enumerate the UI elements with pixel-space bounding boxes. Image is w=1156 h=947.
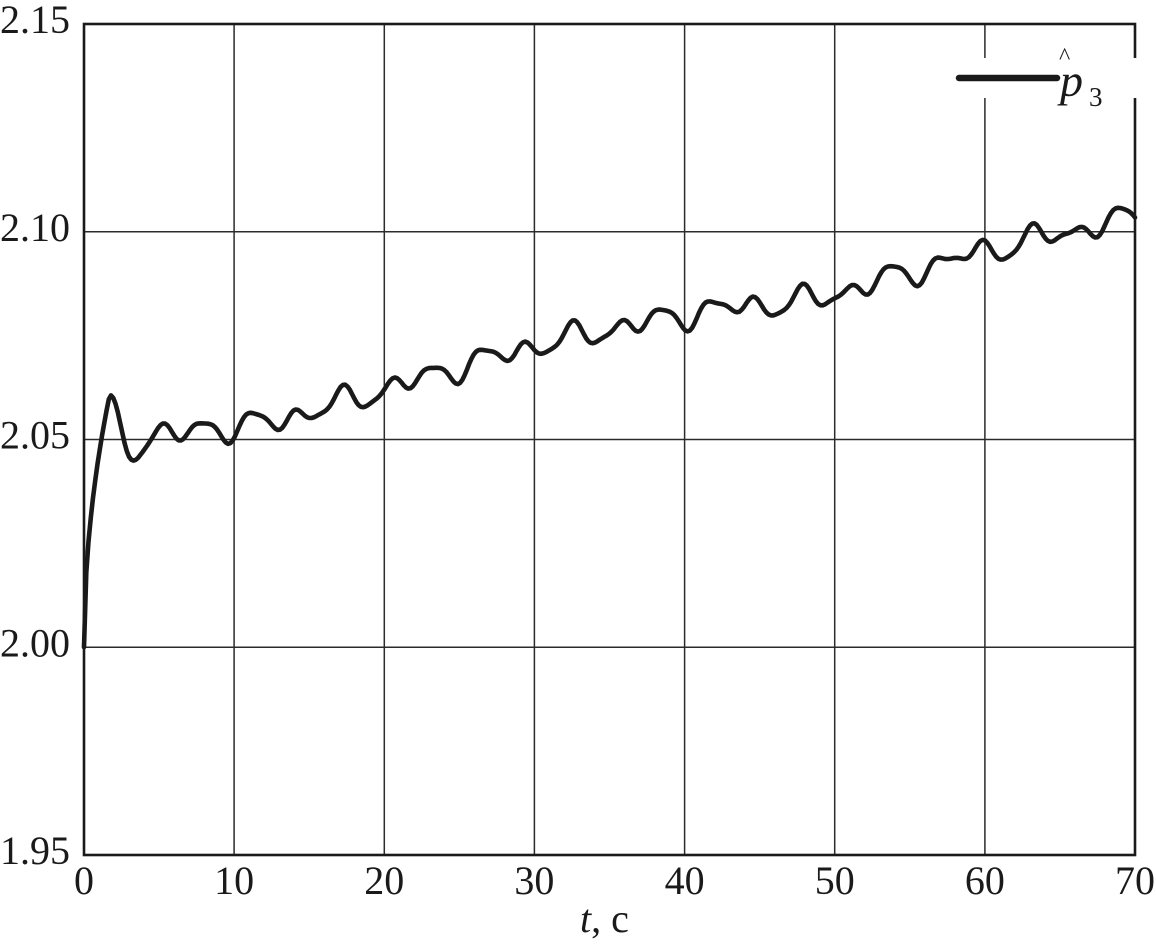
svg-text:30: 30 bbox=[514, 858, 554, 903]
svg-text:t, c: t, c bbox=[580, 896, 629, 941]
svg-text:10: 10 bbox=[214, 858, 254, 903]
svg-text:70: 70 bbox=[1115, 858, 1155, 903]
svg-text:40: 40 bbox=[665, 858, 705, 903]
svg-text:0: 0 bbox=[74, 858, 94, 903]
svg-text:50: 50 bbox=[815, 858, 855, 903]
svg-text:3: 3 bbox=[1089, 82, 1103, 112]
svg-text:2.15: 2.15 bbox=[0, 0, 70, 42]
svg-text:2.10: 2.10 bbox=[0, 205, 70, 250]
svg-text:20: 20 bbox=[364, 858, 404, 903]
svg-text:1.95: 1.95 bbox=[0, 828, 70, 873]
svg-text:60: 60 bbox=[965, 858, 1005, 903]
svg-text:2.00: 2.00 bbox=[0, 620, 70, 665]
svg-text:^: ^ bbox=[1059, 44, 1070, 70]
svg-text:2.05: 2.05 bbox=[0, 413, 70, 458]
